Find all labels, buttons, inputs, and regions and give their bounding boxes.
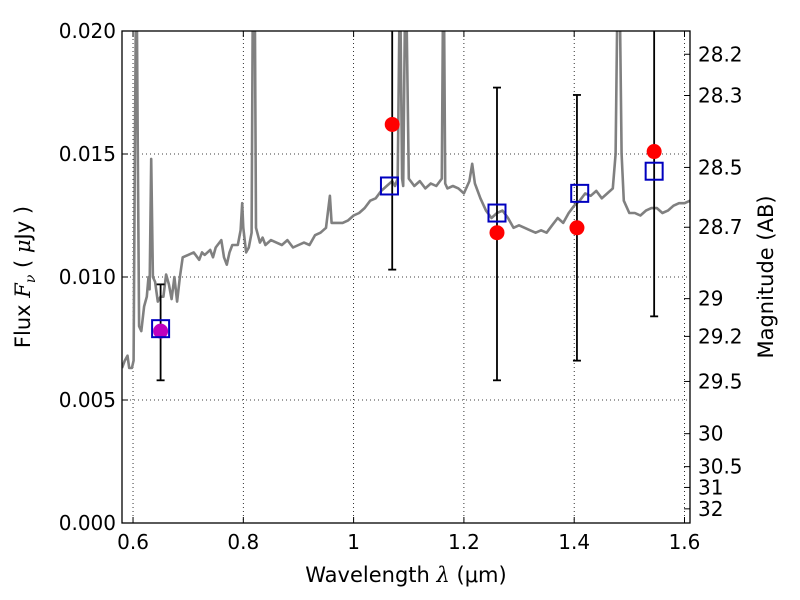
y-tick-label: 0.010 xyxy=(59,265,116,289)
x-tick-label: 1.2 xyxy=(448,530,480,554)
observed-points-layer xyxy=(153,116,662,339)
y2-tick-label: 31 xyxy=(698,475,723,499)
x-tick-label: 0.6 xyxy=(117,530,149,554)
y-axis-label-text: Flux xyxy=(11,298,35,348)
x-axis-label-unit: (μm) xyxy=(450,563,507,587)
synthetic-flux-square xyxy=(379,176,399,196)
observed-flux-point xyxy=(153,323,169,339)
observed-flux-point xyxy=(384,116,400,132)
x-axis-label-symbol: λ xyxy=(436,563,450,587)
synthetic-flux-square xyxy=(570,183,590,203)
synthetic-flux-square xyxy=(644,161,664,181)
x-axis-label-text: Wavelength xyxy=(305,563,436,587)
observed-flux-point xyxy=(489,225,505,241)
axis-ticks: 0.6 0.8 1 1.2 1.4 1.6 0.000 0.005 0.010 0.015 0.02… xyxy=(59,19,743,554)
y2-tick-label: 30 xyxy=(698,422,723,446)
x-tick-label: 0.8 xyxy=(227,530,259,554)
y2-tick-label: 29.5 xyxy=(698,369,743,393)
y-axis-label-unit: Jy ) xyxy=(11,206,35,242)
y-axis-label: Flux Fν ( μJy ) xyxy=(11,206,39,348)
y2-tick-label: 29.2 xyxy=(698,324,743,348)
synthetic-flux-square xyxy=(487,203,507,223)
y2-tick-label: 28.5 xyxy=(698,155,743,179)
y2-tick-label: 30.5 xyxy=(698,455,743,479)
y2-tick-label: 28.3 xyxy=(698,84,743,108)
observed-flux-point xyxy=(569,220,585,236)
y-tick-label: 0.020 xyxy=(59,19,116,43)
model-spectrum-layer xyxy=(122,31,690,370)
y-tick-label: 0.015 xyxy=(59,142,116,166)
y-tick-label: 0.005 xyxy=(59,388,116,412)
observed-flux-point xyxy=(646,144,662,160)
x-tick-label: 1 xyxy=(347,530,360,554)
y2-tick-label: 28.7 xyxy=(698,215,743,239)
synthetic-points-layer xyxy=(151,161,664,339)
y-tick-label: 0.000 xyxy=(59,511,116,535)
model-spectrum-line xyxy=(122,31,690,370)
y-axis-label-subscript: ν xyxy=(23,274,39,283)
y2-tick-label: 32 xyxy=(698,497,723,521)
y2-tick-label: 29 xyxy=(698,287,723,311)
x-axis-label: Wavelength λ (μm) xyxy=(305,563,506,587)
y-axis-label-open: ( xyxy=(11,253,35,275)
y2-axis-label: Magnitude (AB) xyxy=(754,195,778,358)
x-tick-label: 1.6 xyxy=(669,530,701,554)
y-axis-label-unit-symbol: μ xyxy=(11,239,35,253)
y-axis-label-symbol: F xyxy=(11,282,35,299)
synthetic-flux-square xyxy=(151,319,171,339)
y2-tick-label: 28.2 xyxy=(698,42,743,66)
x-tick-label: 1.4 xyxy=(558,530,590,554)
